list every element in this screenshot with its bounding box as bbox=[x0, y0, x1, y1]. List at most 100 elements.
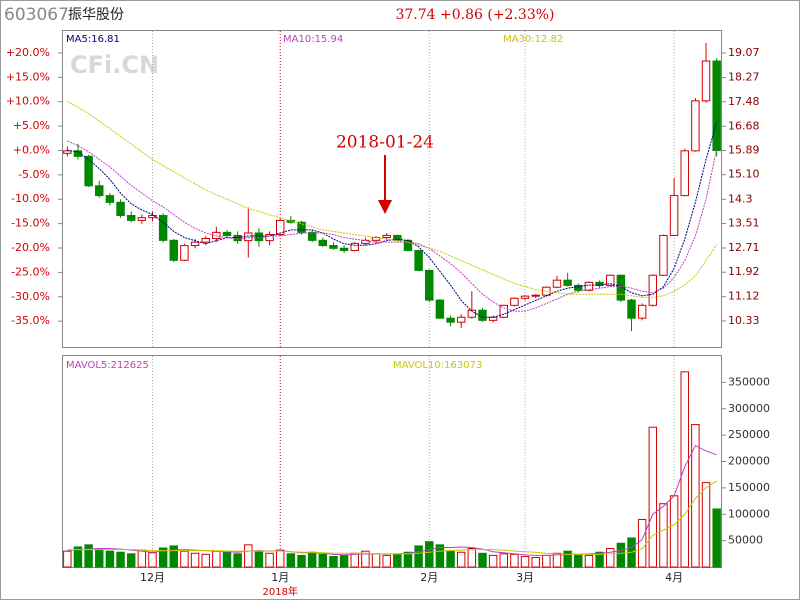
legend-entry: MAVOL10:163073 bbox=[393, 360, 482, 371]
candle-body bbox=[350, 242, 359, 251]
volume-bar bbox=[531, 557, 540, 568]
volume-bar bbox=[712, 508, 721, 568]
candle-body bbox=[659, 234, 668, 276]
candle-body bbox=[339, 247, 349, 251]
candle-body bbox=[435, 299, 445, 319]
candle-body bbox=[158, 215, 168, 241]
volume-bar bbox=[105, 550, 115, 568]
legend-entry: MA30:12.82 bbox=[503, 34, 563, 45]
volume-bar bbox=[212, 550, 221, 568]
volume-bar bbox=[616, 542, 626, 568]
candle-body bbox=[63, 150, 72, 154]
y-tick-label: -5.0% bbox=[18, 168, 50, 181]
price-panel bbox=[62, 30, 722, 348]
y2-tick-label: 11.92 bbox=[728, 265, 760, 278]
volume-bar bbox=[478, 552, 487, 568]
volume-bar bbox=[95, 548, 104, 568]
x-sublabel: 2018年 bbox=[262, 585, 297, 598]
candle-body bbox=[467, 309, 477, 318]
volume-bar bbox=[126, 553, 136, 568]
candle-body bbox=[233, 234, 242, 242]
candle-body bbox=[616, 274, 626, 301]
volume-bar bbox=[467, 548, 477, 568]
y-tick-label: +10.0% bbox=[6, 95, 50, 108]
x-tick-label: 12月 bbox=[140, 571, 165, 584]
candle-body bbox=[116, 201, 125, 217]
candle-body bbox=[329, 245, 338, 249]
y-tick-label: -30.0% bbox=[11, 290, 50, 303]
x-tick-label: 4月 bbox=[665, 571, 683, 584]
candle-body bbox=[222, 231, 232, 236]
y-tick-label: 150000 bbox=[728, 481, 770, 494]
y-tick-label: 200000 bbox=[728, 455, 770, 468]
candle-body bbox=[456, 316, 466, 323]
y-tick-label: -35.0% bbox=[11, 314, 50, 327]
y2-tick-label: 12.71 bbox=[728, 241, 760, 254]
candle-body bbox=[148, 215, 157, 219]
volume-bar bbox=[425, 541, 434, 568]
volume-ma-line bbox=[67, 480, 717, 555]
candle-body bbox=[648, 274, 658, 306]
legend-entry: MA10:15.94 bbox=[283, 34, 343, 45]
candle-body bbox=[446, 317, 455, 323]
volume-panel bbox=[62, 355, 722, 568]
candle-body bbox=[584, 281, 594, 291]
candle-body bbox=[510, 297, 519, 306]
y2-tick-label: 15.89 bbox=[728, 144, 760, 157]
volume-bar bbox=[276, 549, 285, 568]
candle-body bbox=[265, 234, 274, 242]
candle-body bbox=[542, 286, 551, 296]
volume-bar bbox=[680, 371, 689, 568]
volume-bar bbox=[659, 503, 668, 568]
candle-body bbox=[627, 299, 636, 319]
y-tick-label: 350000 bbox=[728, 375, 770, 388]
candle-body bbox=[669, 195, 679, 236]
volume-bar bbox=[393, 553, 402, 568]
y2-tick-label: 11.12 bbox=[728, 290, 760, 303]
candle-body bbox=[531, 294, 540, 297]
volume-bar bbox=[233, 553, 242, 568]
y-tick-label: -10.0% bbox=[11, 192, 50, 205]
candle-body bbox=[574, 284, 583, 291]
candle-body bbox=[552, 279, 562, 288]
volume-bar bbox=[403, 551, 413, 568]
volume-bar bbox=[648, 426, 658, 568]
y2-tick-label: 18.27 bbox=[728, 71, 760, 84]
candle-body bbox=[105, 195, 115, 203]
candle-body bbox=[637, 304, 647, 319]
x-tick-label: 1月 bbox=[271, 571, 289, 584]
volume-bar bbox=[148, 552, 157, 568]
volume-bar bbox=[201, 553, 210, 568]
candle-body bbox=[254, 232, 264, 242]
candle-body bbox=[84, 155, 93, 187]
volume-bar bbox=[520, 555, 530, 568]
volume-bar bbox=[350, 552, 359, 568]
watermark: CFi.CN bbox=[70, 51, 159, 79]
candle-body bbox=[95, 185, 104, 197]
y2-tick-label: 14.3 bbox=[728, 192, 753, 205]
arrow-head bbox=[378, 200, 392, 214]
y2-tick-label: 16.68 bbox=[728, 119, 760, 132]
x-tick-label: 2月 bbox=[420, 571, 438, 584]
volume-bar bbox=[414, 545, 423, 568]
volume-bar bbox=[456, 551, 466, 568]
annotation: 2018-01-24 bbox=[336, 133, 434, 153]
y-tick-label: -25.0% bbox=[11, 265, 50, 278]
candle-body bbox=[169, 239, 178, 261]
volume-bar bbox=[361, 550, 370, 568]
ma-line bbox=[67, 140, 718, 312]
ma-line bbox=[67, 100, 718, 298]
candle-body bbox=[563, 279, 572, 286]
volume-bar bbox=[563, 550, 572, 568]
legend-entry: MA5:16.81 bbox=[66, 34, 120, 45]
candle-body bbox=[606, 274, 615, 286]
volume-bar bbox=[318, 553, 328, 568]
y-tick-label: 250000 bbox=[728, 428, 770, 441]
candle-body bbox=[201, 237, 210, 243]
volume-bar bbox=[499, 553, 509, 568]
volume-bar bbox=[637, 519, 647, 568]
volume-bar bbox=[669, 495, 679, 568]
y-tick-label: +20.0% bbox=[6, 46, 50, 59]
